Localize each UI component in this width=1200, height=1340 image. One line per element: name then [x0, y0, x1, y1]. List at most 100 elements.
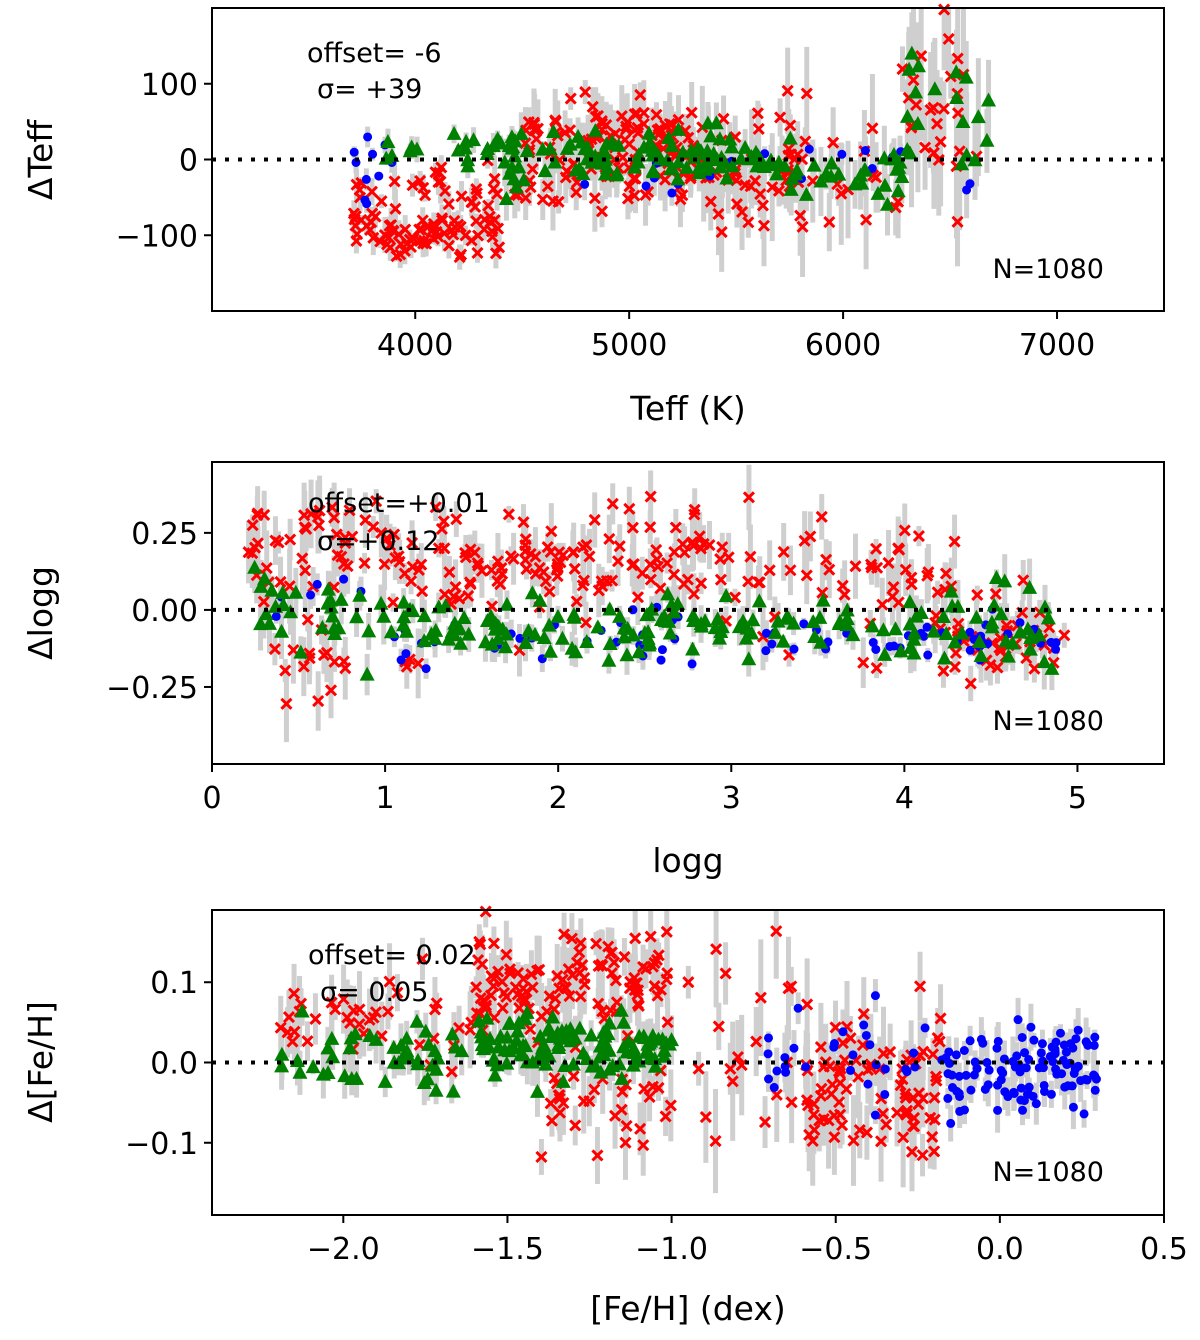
data-point-green	[806, 157, 822, 172]
data-point-red	[500, 948, 513, 961]
data-point-red	[644, 930, 657, 943]
data-point-red	[892, 195, 905, 208]
data-point-green	[641, 1035, 657, 1050]
data-point-red	[541, 180, 554, 193]
data-point-green	[583, 1027, 599, 1042]
data-point-green	[373, 595, 389, 610]
data-point-red	[559, 982, 572, 995]
data-point-red	[600, 574, 613, 588]
data-point-red	[351, 228, 364, 241]
data-point-red	[476, 958, 489, 971]
data-point-red	[651, 989, 664, 1002]
data-point-red	[551, 569, 564, 583]
data-point-blue	[870, 991, 880, 1001]
x-tick-label: 2	[549, 781, 568, 816]
offset-annotation: offset=+0.01	[308, 488, 490, 519]
data-point-red	[638, 1082, 651, 1095]
data-point-green	[854, 175, 870, 190]
data-point-red	[926, 1048, 940, 1061]
data-point-green	[1044, 660, 1060, 675]
data-point-blue	[837, 149, 847, 159]
data-point-green	[1000, 648, 1016, 663]
data-point-red	[445, 1065, 458, 1078]
data-point-green	[562, 136, 578, 151]
data-point-green	[693, 143, 709, 158]
data-point-green	[519, 143, 535, 158]
data-point-red	[754, 991, 767, 1004]
data-point-red	[951, 107, 965, 120]
data-point-green	[685, 607, 701, 622]
data-point-green	[396, 609, 412, 624]
data-point-red	[328, 655, 341, 668]
data-point-green	[602, 636, 618, 651]
data-point-green	[264, 582, 280, 597]
data-point-red	[450, 513, 463, 526]
data-point-green	[513, 1046, 529, 1061]
data-point-blue	[767, 639, 777, 649]
data-point-green	[986, 597, 1002, 612]
data-point-green	[807, 628, 823, 643]
data-point-red	[388, 528, 401, 541]
data-point-red	[465, 195, 478, 209]
data-point-red	[704, 195, 717, 208]
data-point-green	[910, 58, 926, 73]
data-point-red	[849, 560, 862, 573]
data-point-blue	[1018, 1105, 1028, 1115]
data-point-green	[515, 1037, 531, 1052]
data-point-red	[432, 175, 445, 189]
data-point-blue	[902, 1067, 912, 1077]
data-point-green	[483, 608, 499, 623]
data-point-red	[545, 525, 558, 538]
data-point-red	[412, 657, 425, 670]
data-point-red	[712, 207, 725, 220]
data-point-red	[939, 567, 953, 580]
data-point-red	[383, 975, 396, 988]
data-point-blue	[1020, 1048, 1030, 1058]
data-point-red	[470, 981, 483, 994]
data-point-red	[296, 552, 309, 565]
data-point-red	[596, 959, 609, 972]
data-point-green	[691, 165, 707, 180]
data-point-green	[550, 608, 566, 623]
data-point-green	[575, 166, 591, 181]
data-point-red	[637, 106, 650, 119]
data-point-red	[470, 183, 483, 196]
data-point-red	[631, 121, 644, 134]
data-point-red	[602, 940, 615, 953]
data-point-green	[579, 633, 595, 648]
data-point-green	[927, 81, 943, 96]
data-point-green	[609, 167, 625, 182]
data-point-red	[465, 234, 478, 247]
data-point-red	[991, 661, 1004, 674]
data-point-green	[315, 1066, 331, 1081]
data-point-red	[299, 564, 312, 577]
data-point-blue	[1059, 1040, 1069, 1050]
y-tick-label: −0.1	[125, 1127, 198, 1162]
data-point-red	[989, 587, 1002, 600]
data-point-red	[297, 660, 310, 673]
data-point-red	[388, 175, 401, 188]
data-point-red	[801, 998, 814, 1011]
data-point-green	[984, 619, 1000, 634]
data-point-green	[399, 1030, 415, 1045]
data-point-red	[754, 188, 767, 201]
data-point-green	[474, 1037, 490, 1052]
data-point-red	[381, 1005, 395, 1018]
data-point-blue	[880, 1089, 890, 1099]
data-point-blue	[1079, 1109, 1089, 1119]
data-point-red	[525, 968, 538, 981]
data-point-green	[650, 146, 666, 161]
data-point-red	[836, 1037, 849, 1050]
data-point-blue	[349, 147, 359, 157]
data-point-red	[574, 990, 587, 1003]
data-point-red	[554, 556, 567, 569]
data-point-red	[836, 579, 849, 592]
data-point-blue	[763, 1033, 773, 1043]
data-point-green	[564, 640, 580, 655]
data-point-red	[482, 199, 495, 212]
data-point-blue	[937, 1055, 947, 1065]
panel-teff: 4000 5000 6000 7000 −100 0 100 offset= -6 σ= +…	[21, 3, 1165, 428]
data-point-green	[888, 621, 904, 636]
data-point-red	[800, 569, 813, 582]
data-point-red	[928, 1091, 941, 1104]
